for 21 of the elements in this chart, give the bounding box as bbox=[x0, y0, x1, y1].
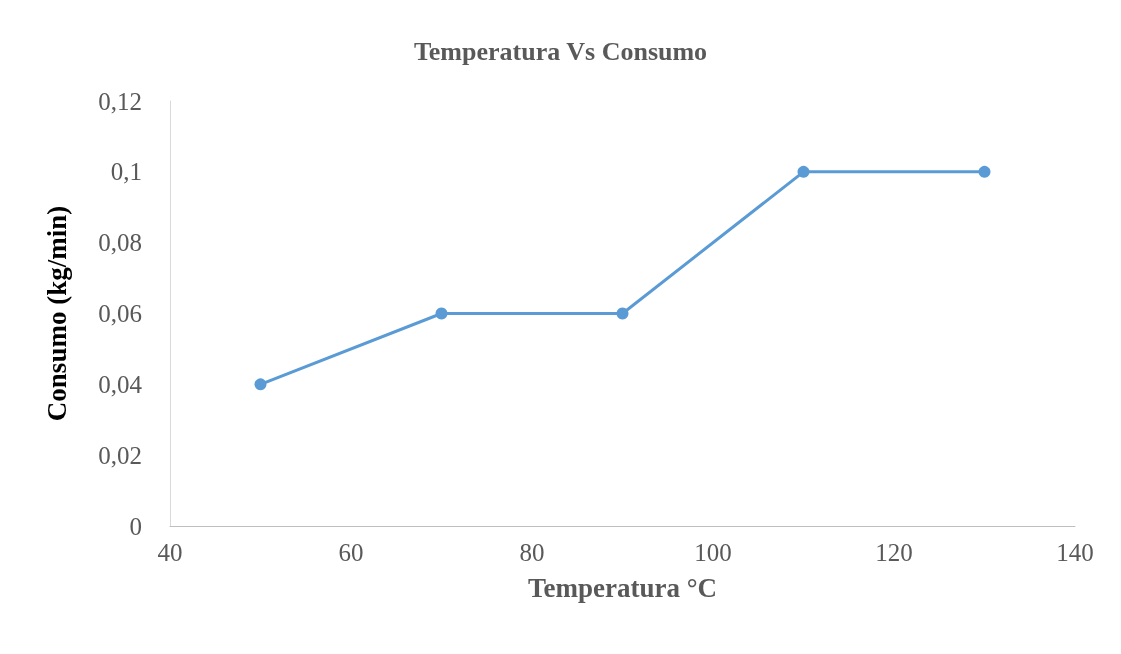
x-tick-label: 80 bbox=[519, 539, 545, 566]
point bbox=[254, 378, 267, 391]
x-tick-label: 140 bbox=[1056, 539, 1094, 566]
y-tick-label: 0 bbox=[129, 512, 142, 540]
point bbox=[797, 165, 810, 178]
y-tick-label: 0,04 bbox=[98, 370, 143, 398]
point bbox=[435, 307, 448, 320]
chart-title: Temperatura Vs Consumo bbox=[413, 36, 708, 66]
x-axis-title: Temperatura °C bbox=[527, 572, 718, 603]
y-tick-label: 0,02 bbox=[98, 441, 142, 469]
y-tick-label: 0,06 bbox=[98, 300, 142, 327]
y-tick-label: 0,1 bbox=[110, 158, 142, 186]
y-tick-label: 0,08 bbox=[98, 229, 142, 257]
point bbox=[978, 165, 991, 178]
y-tick-label: 0,12 bbox=[98, 87, 142, 115]
x-tick-label: 40 bbox=[157, 539, 183, 566]
point bbox=[616, 307, 629, 320]
x-tick-label: 60 bbox=[338, 539, 364, 566]
x-tick-label: 100 bbox=[694, 539, 732, 566]
x-tick-label: 120 bbox=[875, 539, 913, 566]
y-axis-title: Consumo (kg/min) bbox=[41, 205, 72, 422]
